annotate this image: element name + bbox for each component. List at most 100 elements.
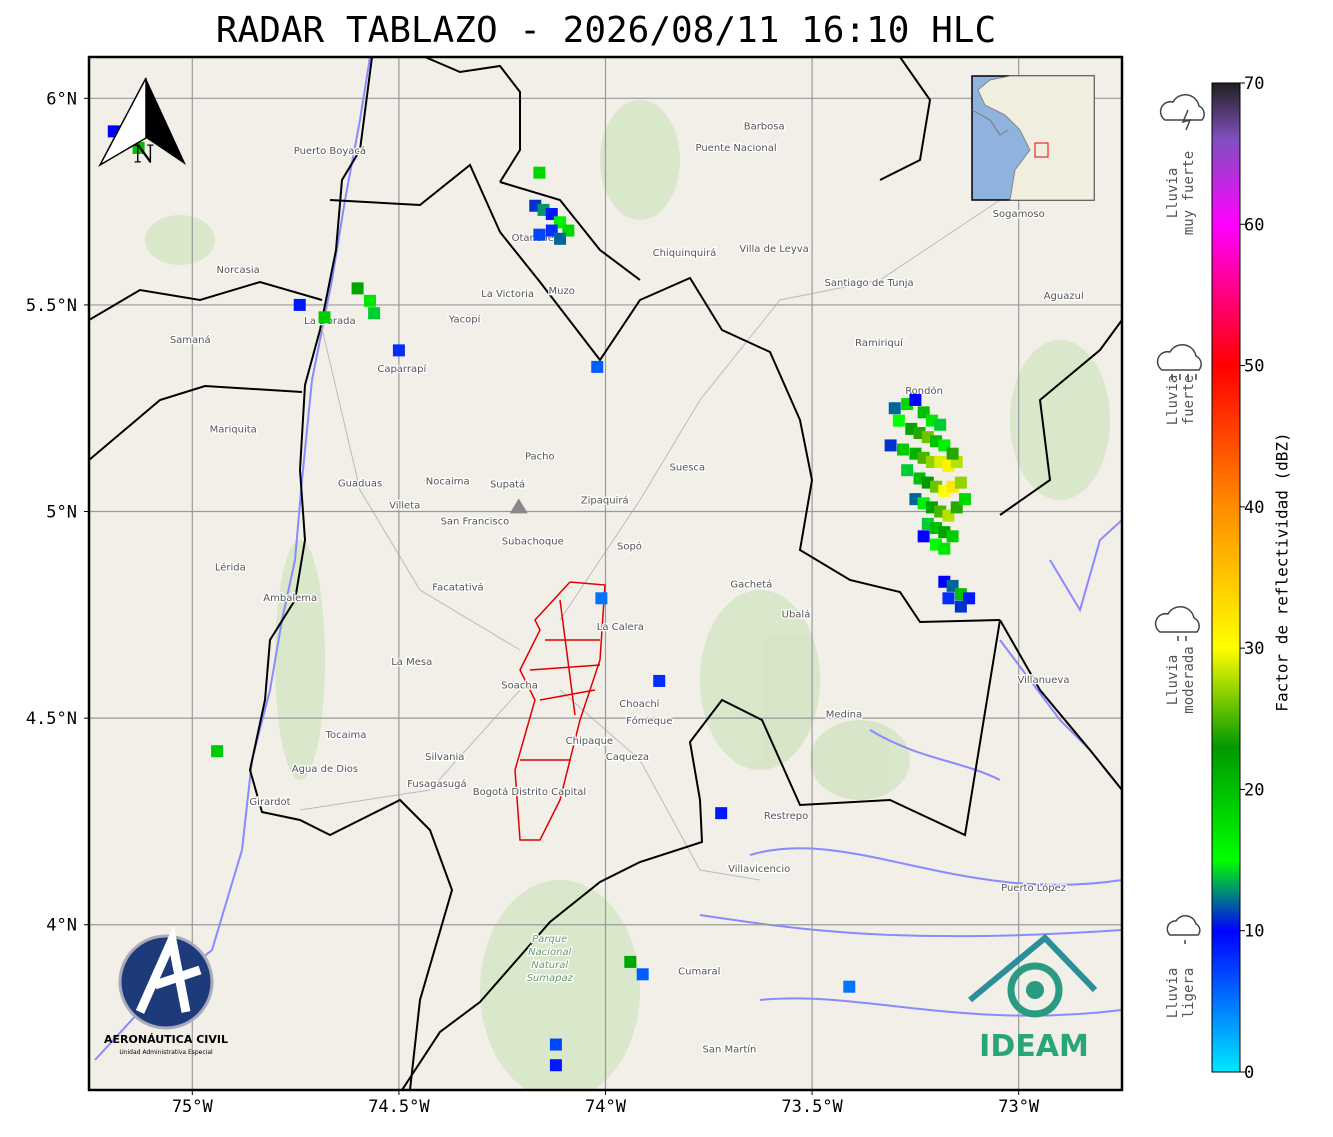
y-tick-label: 5°N: [46, 503, 77, 523]
radar-cell: [591, 360, 604, 373]
rain-label: Lluvia: [1165, 655, 1181, 706]
x-tick-label: 75°W: [172, 1097, 214, 1117]
place-label: Soacha: [501, 680, 538, 691]
radar-cell: [595, 592, 608, 605]
radar-cell: [636, 968, 649, 981]
place-label: Zipaquirá: [581, 495, 629, 507]
place-label: Sopó: [617, 541, 642, 553]
park-label: Parque Nacional Natural Sumapaz: [527, 934, 574, 984]
place-label: Caqueza: [606, 752, 649, 763]
radar-cell: [897, 443, 910, 456]
x-tick-label: 73.5°W: [781, 1097, 843, 1117]
bogota-boundary: [514, 581, 606, 841]
place-label: Ramiriquí: [855, 337, 904, 349]
rain-label: muy fuerte: [1181, 151, 1197, 235]
radar-cell: [211, 745, 224, 758]
place-label: Samaná: [170, 334, 211, 346]
park-label-line: Natural: [531, 960, 568, 971]
colorbar-tick-label: 60: [1244, 215, 1264, 235]
colorbar-ticks: 0 10 20 30 40 50 60 70: [1240, 74, 1264, 1083]
radar-cell: [392, 344, 405, 357]
place-label: Fusagasugá: [407, 778, 466, 790]
radar-cell: [293, 298, 306, 311]
x-tick-label: 73°W: [998, 1097, 1040, 1117]
place-label: Silvania: [425, 752, 464, 763]
place-label: Lérida: [215, 562, 246, 574]
place-label: Agua de Dios: [292, 764, 358, 775]
y-tick-label: 4°N: [46, 916, 77, 936]
radar-cell: [549, 1059, 562, 1072]
radar-cell: [917, 530, 930, 543]
place-label: Villa de Leyva: [739, 244, 808, 255]
place-label: Barbosa: [744, 121, 785, 132]
radar-cell: [958, 493, 971, 506]
radar-cell: [549, 1038, 562, 1051]
title: RADAR TABLAZO - 2026/08/11 16:10 HLC: [216, 10, 996, 51]
colorbar-tick-label: 10: [1244, 922, 1264, 942]
radar-cell: [351, 282, 364, 295]
rain-label: Lluvia: [1165, 168, 1181, 219]
aerocivil-name: AERONÁUTICA CIVIL: [104, 1033, 228, 1046]
radar-cell: [884, 439, 897, 452]
y-tick-label: 4.5°N: [26, 709, 77, 729]
park-label-line: Parque: [532, 934, 567, 945]
radar-cell: [938, 542, 951, 555]
place-label: Norcasia: [217, 265, 260, 276]
colorbar-tick-label: 20: [1244, 780, 1264, 800]
place-label: Santiago de Tunja: [825, 278, 914, 289]
colorbar: [1211, 82, 1241, 1073]
place-label: Chiquinquirá: [653, 247, 717, 259]
radar-cell: [909, 393, 922, 406]
place-label: Guaduas: [338, 479, 382, 490]
place-label: Villavicencio: [728, 864, 790, 875]
place-label: Caparrapí: [377, 363, 427, 375]
place-label: Choachí: [619, 698, 660, 710]
radar-cell: [942, 509, 955, 522]
radar-cell: [843, 980, 856, 993]
place-label: Sogamoso: [993, 209, 1045, 220]
rain-label: ligera: [1181, 968, 1197, 1019]
place-label: Yacopí: [448, 314, 482, 326]
place-label: San Martín: [703, 1043, 757, 1055]
place-label: La Calera: [597, 622, 644, 633]
place-label: Facatativá: [432, 581, 483, 593]
place-label: Chipaque: [566, 736, 613, 747]
radar-cell: [368, 307, 381, 320]
radar-cell: [934, 418, 947, 431]
rain-label: moderada: [1181, 646, 1197, 713]
rain-icons: [1154, 94, 1205, 944]
place-label: Girardot: [249, 797, 290, 808]
axes: 75°W 74.5°W 74°W 73.5°W 73°W 6°N 5.5°N 5°N 4.5°N…: [26, 89, 1040, 1117]
radar-site: [509, 498, 528, 514]
radar-cell: [653, 674, 666, 687]
radar-cells: [107, 125, 976, 1072]
radar-cell: [888, 402, 901, 415]
place-label: Supatá: [490, 479, 525, 491]
colorbar-tick-label: 0: [1244, 1063, 1254, 1083]
radar-cell: [892, 414, 905, 427]
place-label: Fómeque: [626, 715, 672, 727]
colorbar-label: Factor de reflectividad (dBZ): [1273, 432, 1292, 711]
x-tick-label: 74.5°W: [368, 1097, 430, 1117]
y-tick-label: 6°N: [46, 89, 77, 109]
place-label: Ubalá: [782, 608, 811, 620]
rain-label: Lluvia: [1165, 968, 1181, 1019]
radar-cell: [715, 807, 728, 820]
terrain: [145, 100, 1110, 1090]
boundaries: [89, 57, 1122, 1090]
place-label: San Francisco: [441, 516, 510, 527]
place-label: La Victoria: [481, 289, 534, 300]
place-label: Mariquita: [210, 425, 257, 436]
radar-cell: [946, 530, 959, 543]
place-label: Puerto López: [1001, 882, 1066, 894]
place-label: Villeta: [389, 501, 420, 512]
place-label: Puente Nacional: [695, 143, 776, 154]
place-label: La Mesa: [391, 657, 432, 668]
radar-cell: [954, 476, 967, 489]
aerocivil-logo: AERONÁUTICA CIVIL Unidad Administrativa …: [104, 925, 228, 1056]
place-label: Bogotá Distrito Capital: [473, 786, 586, 798]
colorbar-tick-label: 50: [1244, 357, 1264, 377]
radar-cell: [554, 232, 567, 245]
place-label: Gachetá: [730, 579, 772, 591]
